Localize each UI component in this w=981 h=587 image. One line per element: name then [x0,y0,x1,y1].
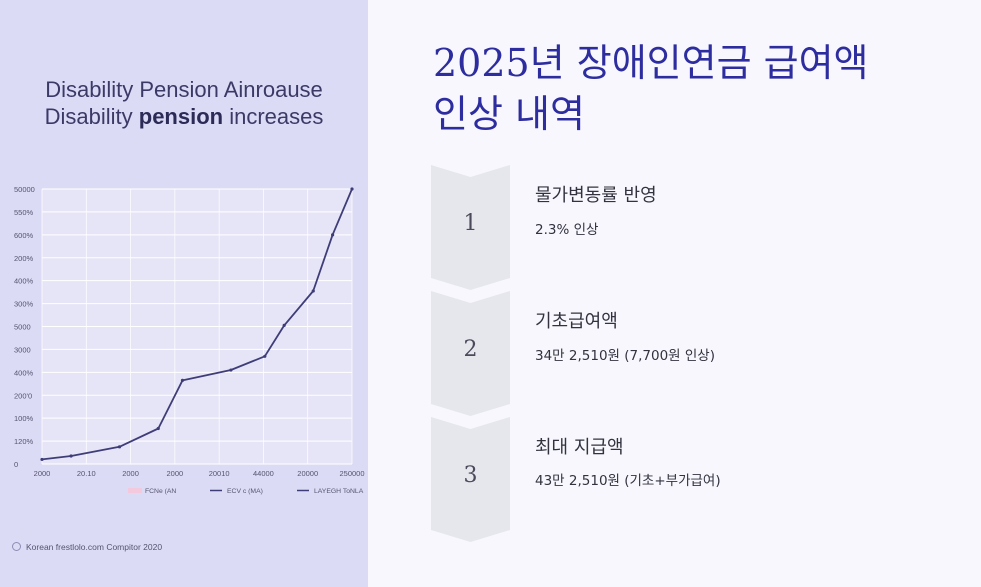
data-point [229,368,233,372]
step-2-number: 2 [463,337,478,362]
step-2-marker: 2 [431,291,510,416]
step-1-heading: 물가변동률 반영 [535,185,657,206]
left-panel: Disability Pension Ainroause Disability … [0,0,368,587]
legend-label: LAYEGH ToNLA [314,488,364,495]
step-3-heading: 최대 지급액 [535,437,624,458]
source-note: Korean frestlolo.com Compitor 2020 [12,542,162,552]
chart-title-line-1: Disability Pension Ainroause [45,77,323,102]
x-tick-label: 20010 [209,469,230,478]
x-tick-label: 44000 [253,469,274,478]
y-tick-label: 200'0 [14,391,32,400]
page-title-line-1: 2025년 장애인연금 급여액 [433,41,869,85]
legend-label: FCNe (AN [145,488,176,495]
page-title: 2025년 장애인연금 급여액 인상 내역 [433,38,953,140]
legend-swatch [128,488,142,493]
data-point [350,187,354,191]
data-point [69,454,73,458]
step-2-detail: 34만 2,510원 (7,700원 인상) [535,348,715,364]
chart-title-line-2-bold: pension [138,104,224,129]
data-point [40,457,44,462]
y-tick-label: 0 [14,460,18,469]
step-3-detail: 43만 2,510원 (기초+부가급여) [535,473,721,489]
y-tick-label: 200% [14,254,34,263]
step-3-number: 3 [463,463,478,488]
y-tick-label: 300% [14,300,34,309]
data-point [117,445,122,449]
y-tick-label: 50000 [14,185,35,194]
data-point [282,323,286,327]
x-tick-label: 2000 [167,469,184,478]
step-1-detail: 2.3% 인상 [535,222,599,238]
source-text: Korean frestlolo.com Compitor 2020 [26,542,163,552]
y-tick-label: 100% [14,414,34,423]
y-tick-label: 550% [14,208,34,217]
data-point [156,426,160,431]
x-tick-label: 2000 [34,469,51,478]
step-2-heading: 기초급여액 [535,311,618,332]
page-title-line-2: 인상 내역 [433,92,585,136]
data-point [311,289,315,293]
step-3-marker: 3 [431,417,510,542]
y-tick-label: 400% [14,368,34,377]
x-tick-label: 20.10 [77,469,96,478]
data-point [180,378,185,382]
x-tick-label: 250000 [339,469,364,478]
legend-label: ECV c (MA) [227,488,263,495]
source-circle-icon [12,542,21,551]
chart-title-line-2: Disability pension increases [0,104,368,130]
step-1-marker: 1 [431,165,510,290]
data-point [331,233,335,237]
y-tick-label: 120% [14,437,34,446]
line-chart: 0 120% 100% 200'0 400% 3000 5000 300% 400% 200% 60… [14,185,365,495]
y-tick-label: 600% [14,231,34,240]
step-1-number: 1 [463,211,478,236]
y-tick-label: 400% [14,277,34,286]
data-point [263,354,267,358]
x-tick-label: 2000 [122,469,139,478]
y-tick-label: 3000 [14,345,31,354]
chart-title-line-2-post: increases [223,104,324,129]
chart-title-line-2-pre: Disability [44,104,139,129]
x-tick-label: 20000 [297,469,318,478]
y-tick-label: 5000 [14,323,31,332]
